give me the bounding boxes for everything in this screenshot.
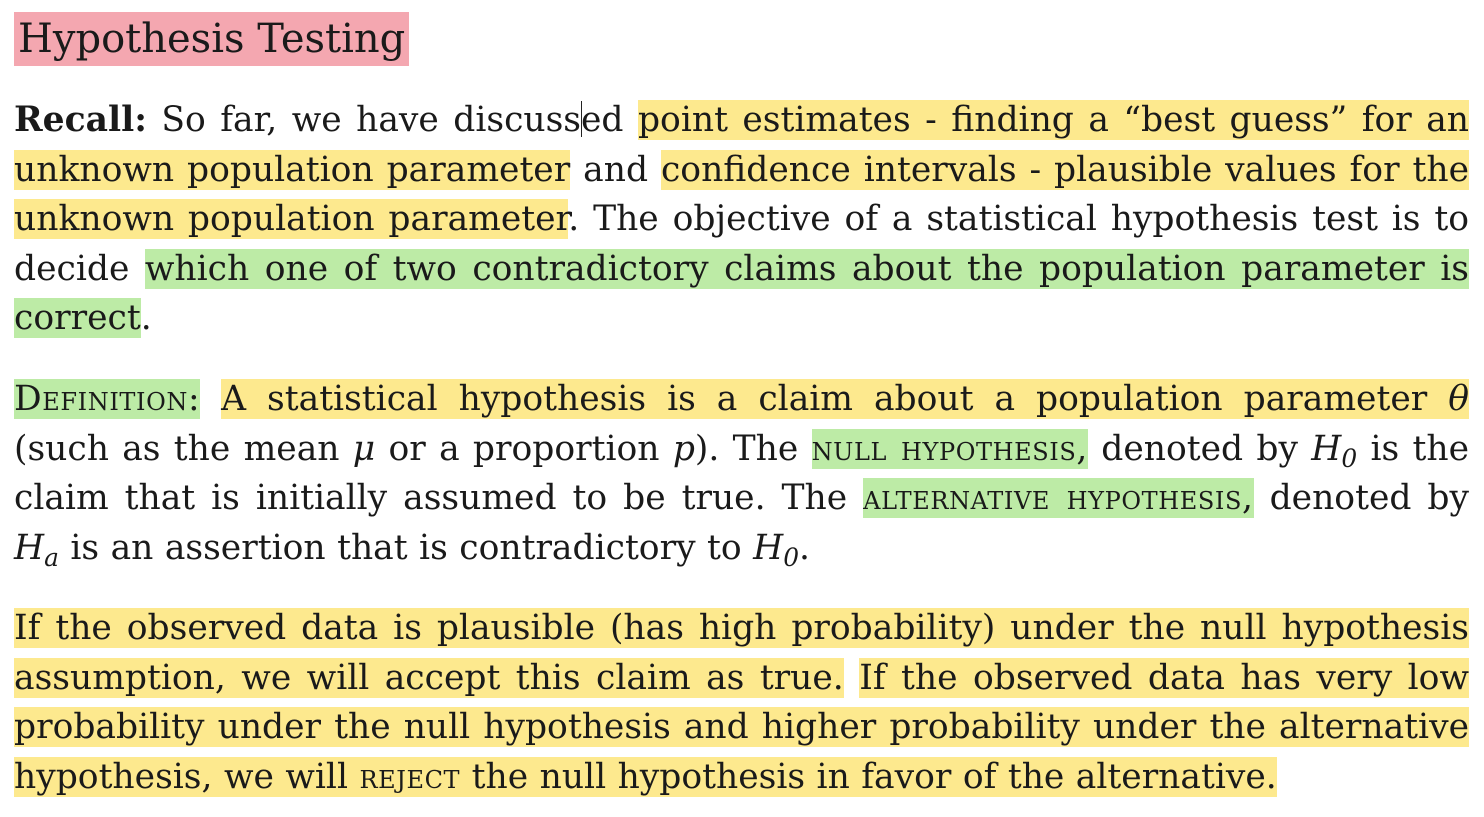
theta-symbol: θ [1448,379,1470,419]
definition-text: or a proportion [375,428,673,469]
h0-symbol: H0 [1311,428,1358,473]
highlight-definition: A statistical hypothesis is a claim abou… [221,379,1470,419]
p-symbol: p [672,428,695,469]
recall-paragraph: Recall: So far, we have discussed point … [14,96,1470,344]
page-title: Hypothesis Testing [14,12,410,66]
highlight-test-objective: which one of two contradictory claims ab… [14,248,1470,338]
definition-paragraph: Definition: A statistical hypothesis is … [14,375,1470,573]
definition-text: . [799,527,810,568]
definition-text: (such as the mean [14,428,353,469]
ha-symbol: Ha [14,527,59,572]
definition-text: denoted by [1087,428,1312,469]
h0-symbol: H0 [753,527,800,572]
recall-label: Recall: [14,100,147,140]
recall-text: . The objective of a statistical hypothe… [14,199,1469,289]
conclusion-paragraph: If the observed data is plausible (has h… [14,604,1469,802]
recall-text: and [570,149,661,190]
alternative-hypothesis-term: alternative hypothesis, [863,478,1254,518]
recall-text: ed [581,100,638,140]
mu-symbol: μ [352,428,376,469]
definition-text: A statistical hypothesis is a claim abou… [221,379,1449,419]
definition-text: is the claim that is initially assumed t… [14,428,1469,519]
definition-label: Definition: [14,379,201,419]
definition-text: ). The [694,428,812,469]
reject-term: reject [359,756,461,797]
text-cursor [580,101,582,137]
definition-text: is an assertion that is contradictory to [58,527,754,568]
recall-text: So far, we have discuss [161,100,582,140]
null-hypothesis-term: null hypothesis, [811,428,1088,469]
conclusion-space [844,658,859,698]
recall-text: . [140,298,152,338]
definition-text: denoted by [1253,478,1469,518]
